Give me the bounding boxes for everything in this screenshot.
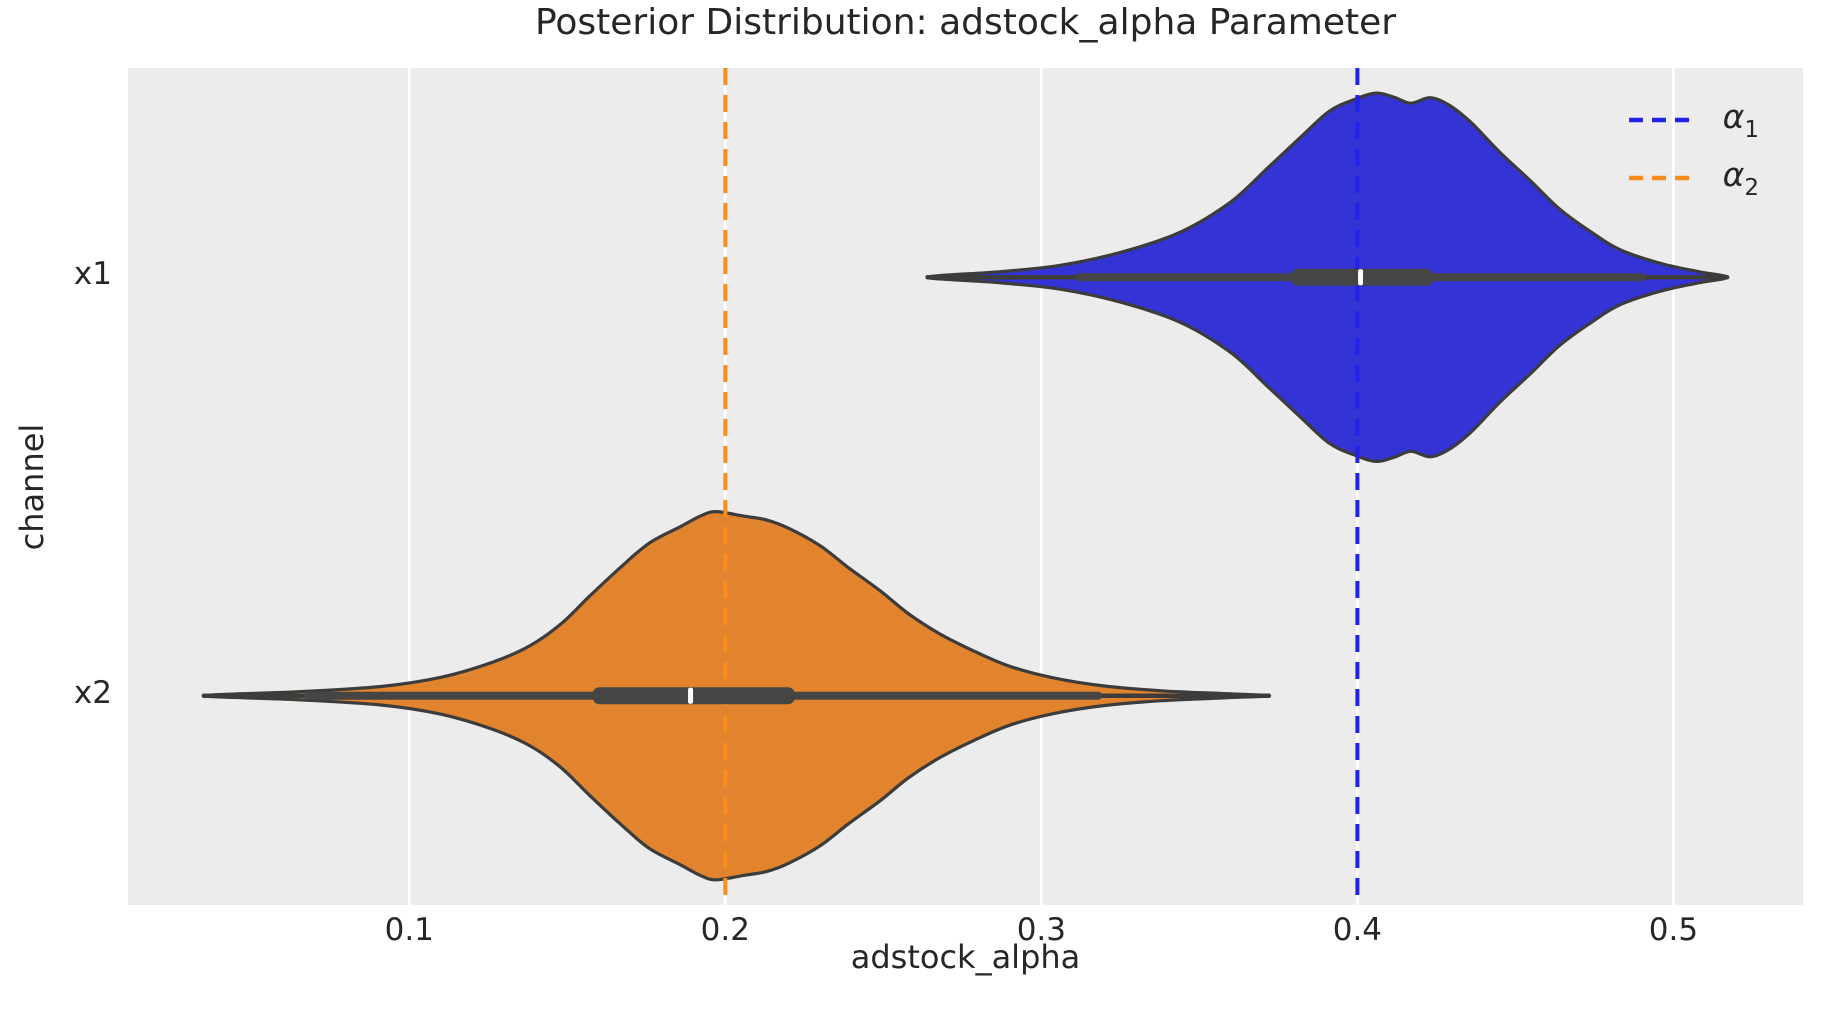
legend-dash-swatch (1628, 117, 1697, 123)
legend-item-alpha-2: α2 (1628, 154, 1759, 202)
y-tick-label-x2: x2 (73, 674, 112, 711)
x-tick-label-0.1: 0.1 (384, 912, 434, 948)
x-axis-label: adstock_alpha (850, 938, 1081, 976)
x-tick-label-0.5: 0.5 (1648, 912, 1699, 948)
median-tick-x1 (1358, 269, 1364, 286)
iqr-box-x2 (592, 687, 795, 705)
chart-title: Posterior Distribution: adstock_alpha Pa… (534, 2, 1397, 43)
x-tick-label-0.2: 0.2 (700, 912, 750, 948)
plot-area (128, 68, 1803, 905)
legend-label: α1 (1722, 96, 1759, 144)
y-axis-label: channel (13, 423, 51, 551)
x-tick-label-0.3: 0.3 (1016, 912, 1066, 948)
y-tick-label-x1: x1 (73, 256, 112, 293)
legend-label: α2 (1722, 154, 1759, 202)
legend-dash-swatch (1628, 175, 1697, 181)
median-tick-x2 (688, 687, 694, 704)
legend-item-alpha-1: α1 (1628, 96, 1759, 144)
x-tick-label-0.4: 0.4 (1332, 912, 1383, 948)
violin-chart (201, 68, 1730, 905)
